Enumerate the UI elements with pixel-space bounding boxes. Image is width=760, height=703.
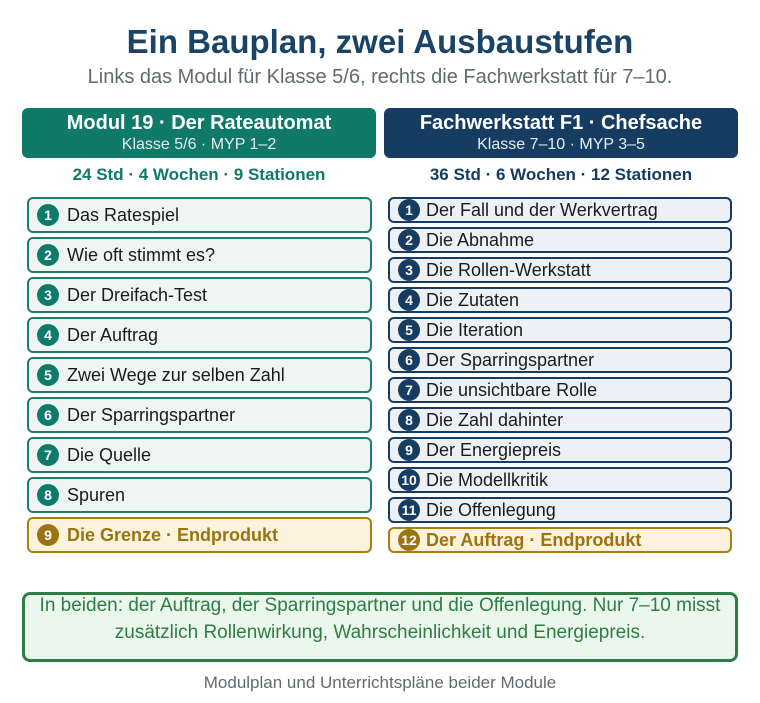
station-label: Der Dreifach-Test <box>67 284 208 305</box>
module-19-title: Modul 19 · Der Rateautomat <box>66 112 332 134</box>
station-label: Die Grenze · Endprodukt <box>67 524 279 545</box>
station-number-badge: 1 <box>37 204 59 226</box>
station-number-badge: 8 <box>37 484 59 506</box>
station-number-badge: 1 <box>398 199 420 221</box>
station-label: Die Zahl dahinter <box>426 409 564 430</box>
station-number-badge: 2 <box>398 229 420 251</box>
station-number-badge: 4 <box>398 289 420 311</box>
station-label: Wie oft stimmt es? <box>67 244 216 265</box>
station-item: 4 Die Zutaten <box>388 287 732 313</box>
station-number-badge: 11 <box>398 499 420 521</box>
station-number-badge: 5 <box>37 364 59 386</box>
station-number-badge: 10 <box>398 469 420 491</box>
station-number-badge: 3 <box>398 259 420 281</box>
station-label: Der Auftrag <box>67 324 159 345</box>
station-number-badge: 5 <box>398 319 420 341</box>
station-number-badge: 2 <box>37 244 59 266</box>
station-number-badge: 7 <box>398 379 420 401</box>
station-label: Die Modellkritik <box>426 469 549 490</box>
station-number-badge: 7 <box>37 444 59 466</box>
station-item: 4 Der Auftrag <box>27 317 372 353</box>
final-product-item: 9 Die Grenze · Endprodukt <box>27 517 372 553</box>
station-label: Der Sparringspartner <box>426 349 595 370</box>
station-item: 7 Die unsichtbare Rolle <box>388 377 732 403</box>
station-label: Der Sparringspartner <box>67 404 236 425</box>
station-label: Die Zutaten <box>426 289 520 310</box>
station-item: 3 Die Rollen-Werkstatt <box>388 257 732 283</box>
station-number-badge: 6 <box>398 349 420 371</box>
station-item: 8 Die Zahl dahinter <box>388 407 732 433</box>
module-19-stats: 24 Std · 4 Wochen · 9 Stationen <box>72 165 326 184</box>
station-label: Die Quelle <box>67 444 152 465</box>
station-number-badge: 8 <box>398 409 420 431</box>
summary-text: In beiden: der Auftrag, der Sparringspar… <box>39 595 721 643</box>
station-item: 1 Das Ratespiel <box>27 197 372 233</box>
station-item: 2 Wie oft stimmt es? <box>27 237 372 273</box>
station-item: 1 Der Fall und der Werkvertrag <box>388 197 732 223</box>
station-item: 3 Der Dreifach-Test <box>27 277 372 313</box>
station-label: Zwei Wege zur selben Zahl <box>67 364 285 385</box>
page-subtitle: Links das Modul für Klasse 5/6, rechts d… <box>87 66 673 88</box>
station-label: Der Fall und der Werkvertrag <box>426 199 658 220</box>
page-title: Ein Bauplan, zwei Ausbaustufen <box>126 23 634 60</box>
station-label: Die Offenlegung <box>426 499 556 520</box>
station-label: Der Auftrag · Endprodukt <box>426 529 642 550</box>
station-item: 11 Die Offenlegung <box>388 497 732 523</box>
station-number-badge: 6 <box>37 404 59 426</box>
station-item: 9 Der Energiepreis <box>388 437 732 463</box>
module-19-station-list: 1 Das Ratespiel 2 Wie oft stimmt es? 3 Der … <box>22 197 376 553</box>
station-label: Die Iteration <box>426 319 524 340</box>
station-number-badge: 3 <box>37 284 59 306</box>
final-product-item: 12 Der Auftrag · Endprodukt <box>388 527 732 553</box>
station-item: 6 Der Sparringspartner <box>27 397 372 433</box>
fachwerkstatt-f1-stats: 36 Std · 6 Wochen · 12 Stationen <box>429 165 693 184</box>
station-label: Das Ratespiel <box>67 204 180 225</box>
station-label: Die Abnahme <box>426 229 535 250</box>
station-item: 2 Die Abnahme <box>388 227 732 253</box>
fachwerkstatt-f1-subtitle: Klasse 7–10 · MYP 3–5 <box>477 136 645 153</box>
module-19-subtitle: Klasse 5/6 · MYP 1–2 <box>121 136 277 153</box>
module-19-column: Modul 19 · Der Rateautomat Klasse 5/6 · … <box>22 108 376 557</box>
station-label: Die Rollen-Werkstatt <box>426 259 591 280</box>
module-19-header: Modul 19 · Der Rateautomat Klasse 5/6 · … <box>22 108 376 158</box>
fachwerkstatt-f1-header: Fachwerkstatt F1 · Chefsache Klasse 7–10… <box>384 108 738 158</box>
station-number-badge: 12 <box>398 529 420 551</box>
fachwerkstatt-f1-station-list: 1 Der Fall und der Werkvertrag 2 Die Abnah… <box>384 197 738 553</box>
fachwerkstatt-f1-column: Fachwerkstatt F1 · Chefsache Klasse 7–10… <box>384 108 738 557</box>
station-item: 7 Die Quelle <box>27 437 372 473</box>
station-number-badge: 9 <box>37 524 59 546</box>
station-label: Der Energiepreis <box>426 439 562 460</box>
summary-box: In beiden: der Auftrag, der Sparringspar… <box>22 592 738 662</box>
station-item: 6 Der Sparringspartner <box>388 347 732 373</box>
station-item: 8 Spuren <box>27 477 372 513</box>
station-number-badge: 9 <box>398 439 420 461</box>
station-item: 5 Die Iteration <box>388 317 732 343</box>
station-label: Spuren <box>67 484 126 505</box>
caption: Modulplan und Unterrichtspläne beider Mo… <box>203 673 557 692</box>
fachwerkstatt-f1-title: Fachwerkstatt F1 · Chefsache <box>419 112 703 134</box>
station-item: 10 Die Modellkritik <box>388 467 732 493</box>
station-item: 5 Zwei Wege zur selben Zahl <box>27 357 372 393</box>
station-number-badge: 4 <box>37 324 59 346</box>
station-label: Die unsichtbare Rolle <box>426 379 598 400</box>
